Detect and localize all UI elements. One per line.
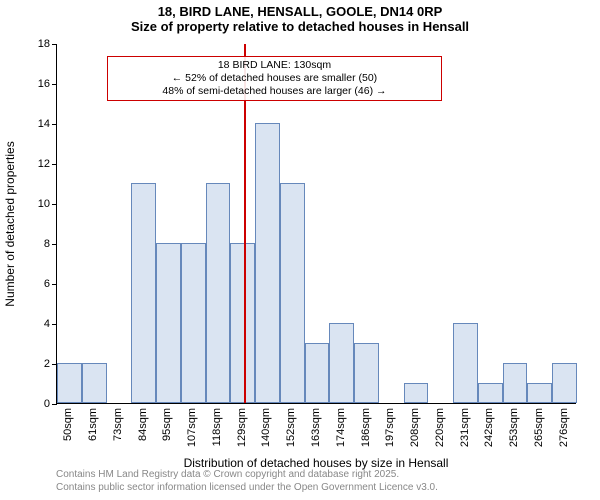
y-tick (52, 164, 57, 165)
y-tick-label: 14 (24, 118, 50, 130)
y-tick-label: 2 (24, 358, 50, 370)
x-tick-label: 186sqm (360, 408, 372, 447)
y-tick (52, 284, 57, 285)
x-tick-label: 95sqm (161, 408, 173, 441)
y-tick (52, 324, 57, 325)
x-tick-label: 152sqm (285, 408, 297, 447)
histogram-bar (305, 343, 330, 403)
histogram-bar (156, 243, 181, 403)
x-tick-label: 61sqm (87, 408, 99, 441)
y-tick (52, 404, 57, 405)
y-tick-label: 4 (24, 318, 50, 330)
callout-line: 48% of semi-detached houses are larger (… (114, 85, 436, 98)
histogram-bar (552, 363, 577, 403)
histogram-bar (82, 363, 107, 403)
page-title-line2: Size of property relative to detached ho… (0, 19, 600, 36)
histogram-bar (453, 323, 478, 403)
x-tick-label: 276sqm (558, 408, 570, 447)
histogram-chart: 18 BIRD LANE: 130sqm← 52% of detached ho… (56, 44, 576, 404)
y-tick-label: 18 (24, 38, 50, 50)
x-tick-label: 197sqm (384, 408, 396, 447)
callout-box: 18 BIRD LANE: 130sqm← 52% of detached ho… (107, 56, 443, 101)
y-tick-label: 16 (24, 78, 50, 90)
histogram-bar (280, 183, 305, 403)
x-tick-label: 107sqm (186, 408, 198, 447)
y-tick (52, 244, 57, 245)
y-tick (52, 204, 57, 205)
y-tick-label: 8 (24, 238, 50, 250)
x-tick-label: 174sqm (335, 408, 347, 447)
x-tick-label: 208sqm (409, 408, 421, 447)
histogram-bar (478, 383, 503, 403)
x-tick-label: 84sqm (137, 408, 149, 441)
x-tick-label: 50sqm (62, 408, 74, 441)
x-tick-label: 140sqm (260, 408, 272, 447)
x-tick-label: 129sqm (236, 408, 248, 447)
x-tick-label: 220sqm (434, 408, 446, 447)
y-tick (52, 84, 57, 85)
footer-line1: Contains HM Land Registry data © Crown c… (56, 469, 438, 482)
footer-attribution: Contains HM Land Registry data © Crown c… (56, 469, 438, 494)
x-tick-label: 242sqm (483, 408, 495, 447)
y-tick (52, 44, 57, 45)
plot-area: 18 BIRD LANE: 130sqm← 52% of detached ho… (56, 44, 576, 404)
histogram-bar (57, 363, 82, 403)
footer-line2: Contains public sector information licen… (56, 482, 438, 495)
x-tick-label: 265sqm (533, 408, 545, 447)
x-tick-label: 163sqm (310, 408, 322, 447)
y-tick (52, 124, 57, 125)
histogram-bar (206, 183, 231, 403)
x-tick-label: 231sqm (459, 408, 471, 447)
histogram-bar (230, 243, 255, 403)
histogram-bar (503, 363, 528, 403)
x-tick-label: 118sqm (211, 408, 223, 446)
y-tick-label: 10 (24, 198, 50, 210)
y-tick-label: 12 (24, 158, 50, 170)
histogram-bar (329, 323, 354, 403)
histogram-bar (131, 183, 156, 403)
x-axis-label: Distribution of detached houses by size … (56, 456, 576, 470)
x-tick-label: 73sqm (112, 408, 124, 441)
page-title-line1: 18, BIRD LANE, HENSALL, GOOLE, DN14 0RP (0, 0, 600, 19)
callout-line: ← 52% of detached houses are smaller (50… (114, 72, 436, 85)
histogram-bar (255, 123, 280, 403)
y-tick-label: 6 (24, 278, 50, 290)
histogram-bar (527, 383, 552, 403)
callout-line: 18 BIRD LANE: 130sqm (114, 59, 436, 72)
y-tick-label: 0 (24, 398, 50, 410)
y-axis-label: Number of detached properties (3, 141, 17, 306)
x-tick-label: 253sqm (508, 408, 520, 447)
histogram-bar (181, 243, 206, 403)
histogram-bar (404, 383, 429, 403)
histogram-bar (354, 343, 379, 403)
